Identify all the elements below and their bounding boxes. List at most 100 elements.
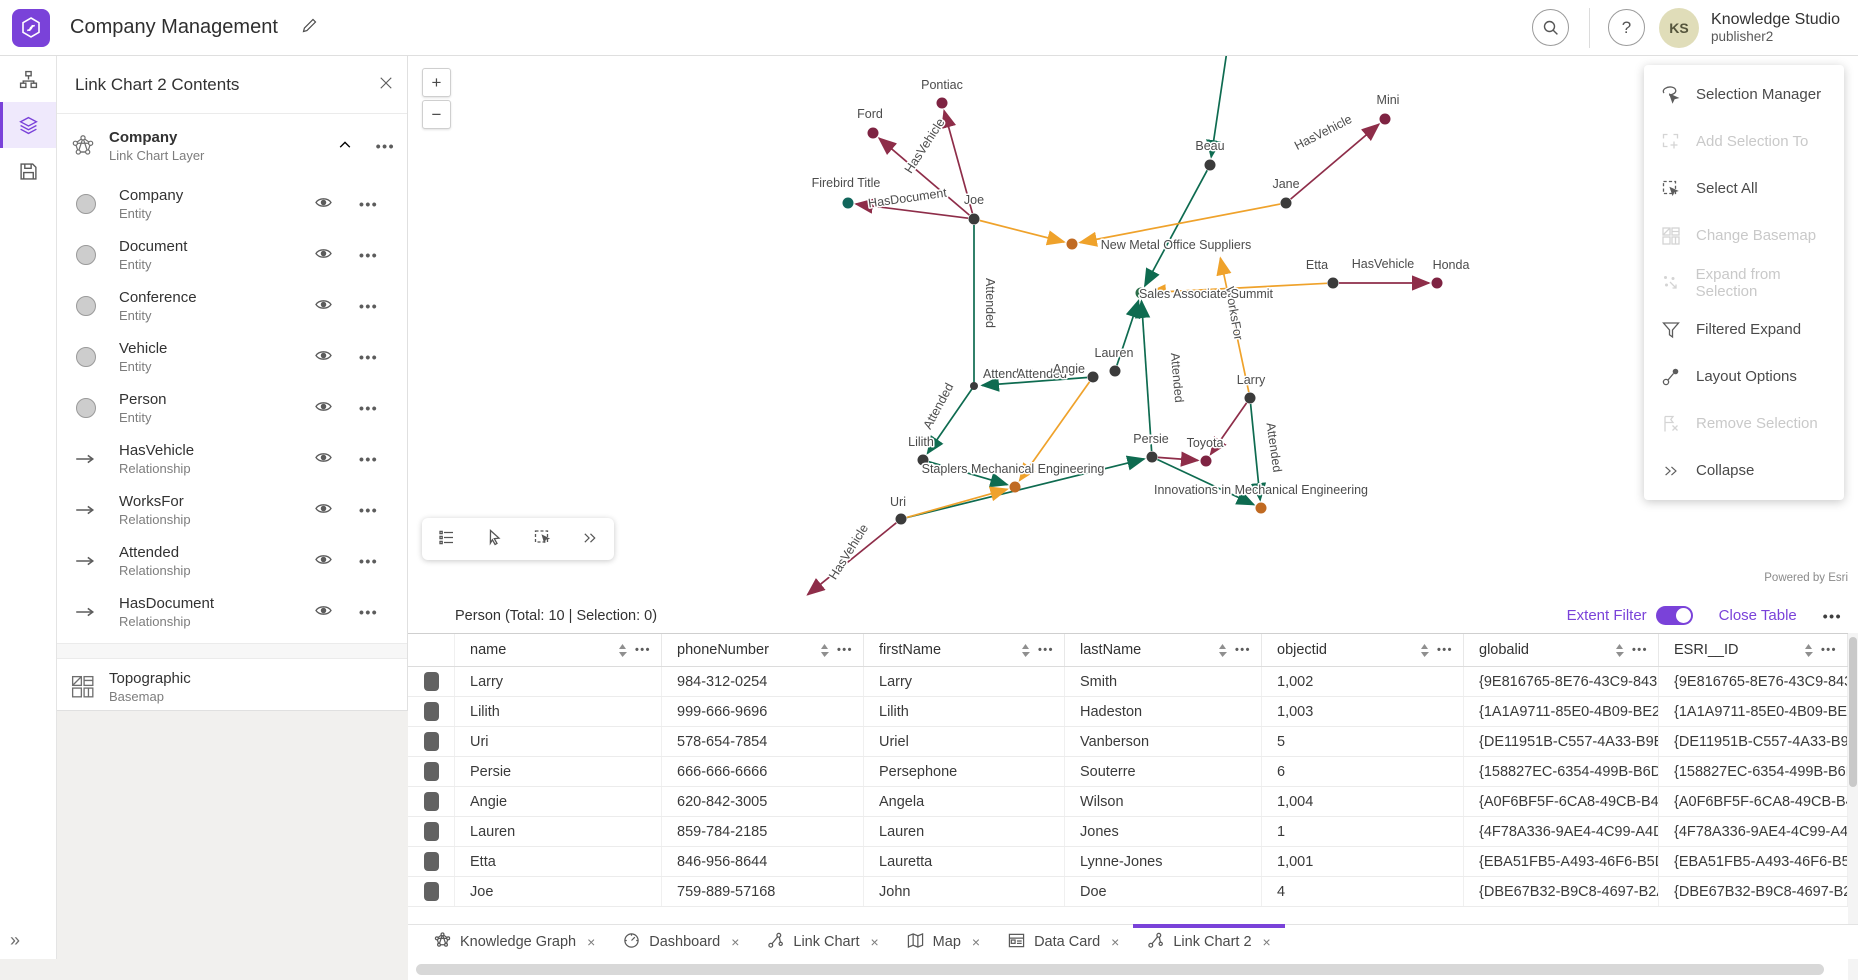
row-checkbox[interactable] (423, 882, 439, 901)
tab-knowledge-graph[interactable]: Knowledge Graph × (420, 925, 609, 960)
node-uri[interactable] (895, 513, 907, 525)
row-checkbox[interactable] (423, 672, 439, 691)
graph-tool-marquee-icon[interactable] (534, 529, 551, 549)
layer-item-worksfor[interactable]: WorksFor Relationship ••• (57, 484, 407, 535)
node-persie[interactable] (1146, 451, 1158, 463)
column-options-icon[interactable]: ••• (1631, 644, 1648, 656)
link-chart-graph[interactable]: HasVehicleHasDocumentHasVehicleHasVehicl… (408, 56, 1858, 598)
column-header-globalid[interactable]: globalid ••• (1464, 634, 1659, 666)
visibility-eye-icon[interactable] (315, 398, 332, 418)
edge-attended[interactable] (906, 455, 1146, 519)
visibility-eye-icon[interactable] (315, 347, 332, 367)
sort-icon[interactable] (1021, 643, 1030, 657)
table-row[interactable]: Angie 620-842-3005 Angela Wilson 1,004 {A0F6B… (408, 787, 1858, 817)
sort-icon[interactable] (820, 643, 829, 657)
table-horizontal-scrollbar[interactable] (416, 964, 1824, 975)
column-header-ESRI__ID[interactable]: ESRI__ID ••• (1659, 634, 1848, 666)
graph-tool-chevrons-right-icon[interactable] (582, 530, 598, 549)
user-info[interactable]: Knowledge Studio publisher2 (1711, 11, 1840, 45)
node-beau[interactable] (1204, 159, 1216, 171)
close-panel-icon[interactable] (379, 76, 393, 93)
column-options-icon[interactable]: ••• (1820, 644, 1837, 656)
basemap-row[interactable]: Topographic Basemap (57, 659, 407, 715)
item-options-icon[interactable]: ••• (359, 450, 379, 467)
help-icon[interactable]: ? (1608, 9, 1646, 46)
edge-hasvehicle[interactable] (877, 137, 970, 216)
table-row[interactable]: Uri 578-654-7854 Uriel Vanberson 5 {DE11951B-… (408, 727, 1858, 757)
edge-hasvehicle[interactable] (1290, 123, 1381, 200)
table-row[interactable]: Joe 759-889-57168 John Doe 4 {DBE67B32-B9C8-4… (408, 877, 1858, 907)
edge-attended[interactable] (1116, 298, 1141, 366)
item-options-icon[interactable]: ••• (359, 552, 379, 569)
node-larry[interactable] (1244, 392, 1256, 404)
edge-hasvehicle[interactable] (806, 522, 897, 596)
edge-hasvehicle[interactable] (941, 109, 974, 214)
edge-worksfor[interactable] (1147, 282, 1328, 300)
edit-title-icon[interactable] (300, 17, 318, 38)
link-chart-layer-row[interactable]: Company Link Chart Layer ••• (57, 114, 407, 178)
table-row[interactable]: Etta 846-956-8644 Lauretta Lynne-Jones 1,001… (408, 847, 1858, 877)
item-options-icon[interactable]: ••• (359, 501, 379, 518)
column-header-firstName[interactable]: firstName ••• (864, 634, 1065, 666)
node-junction[interactable] (970, 382, 978, 390)
node-innovations[interactable] (1255, 502, 1267, 514)
table-vertical-scrollbar[interactable] (1848, 633, 1858, 980)
layer-item-document[interactable]: Document Entity ••• (57, 229, 407, 280)
row-checkbox[interactable] (423, 822, 439, 841)
visibility-eye-icon[interactable] (315, 449, 332, 469)
column-header-name[interactable]: name ••• (455, 634, 662, 666)
layer-item-attended[interactable]: Attended Relationship ••• (57, 535, 407, 586)
zoom-out-button[interactable]: − (422, 100, 451, 129)
layer-item-hasdocument[interactable]: HasDocument Relationship ••• (57, 586, 407, 637)
link-chart-canvas[interactable]: HasVehicle HasDocument HasVehicle HasVehicl… (408, 56, 1858, 598)
tab-dashboard[interactable]: Dashboard × (609, 925, 753, 960)
edge-attended[interactable] (1249, 403, 1267, 502)
column-options-icon[interactable]: ••• (1436, 644, 1453, 656)
edge-attended[interactable] (1157, 458, 1256, 506)
close-tab-icon[interactable]: × (870, 934, 879, 950)
visibility-eye-icon[interactable] (315, 296, 332, 316)
column-options-icon[interactable]: ••• (1234, 644, 1251, 656)
node-pontiac[interactable] (936, 97, 948, 109)
column-options-icon[interactable]: ••• (1037, 644, 1054, 656)
node-mini[interactable] (1379, 113, 1391, 125)
row-checkbox[interactable] (423, 762, 439, 781)
rail-item-hierarchy[interactable] (0, 56, 56, 102)
edge-hasvehicle[interactable] (854, 198, 969, 220)
graph-tool-list-icon[interactable] (438, 529, 455, 549)
close-tab-icon[interactable]: × (587, 934, 596, 950)
menu-item-collapse[interactable]: Collapse (1644, 447, 1844, 494)
node-firebird[interactable] (842, 197, 854, 209)
app-logo-icon[interactable] (12, 8, 50, 47)
item-options-icon[interactable]: ••• (359, 297, 379, 314)
layer-item-vehicle[interactable]: Vehicle Entity ••• (57, 331, 407, 382)
edge-attended[interactable] (1206, 56, 1228, 159)
rail-item-layers[interactable] (0, 102, 56, 148)
edge-hasvehicle[interactable] (1209, 402, 1248, 456)
node-toyota[interactable] (1200, 455, 1212, 467)
edge-worksfor[interactable] (1018, 381, 1091, 482)
visibility-eye-icon[interactable] (315, 602, 332, 622)
menu-item-layout-options[interactable]: Layout Options (1644, 353, 1844, 400)
close-table-button[interactable]: Close Table (1718, 607, 1797, 624)
tab-data-card[interactable]: Data Card × (994, 925, 1133, 960)
node-ford[interactable] (867, 127, 879, 139)
edge-worksfor[interactable] (906, 486, 1009, 519)
table-row[interactable]: Larry 984-312-0254 Larry Smith 1,002 {9E81676… (408, 667, 1858, 697)
column-options-icon[interactable]: ••• (836, 644, 853, 656)
extent-filter-toggle[interactable] (1655, 606, 1693, 625)
menu-item-select-all[interactable]: Select All (1644, 165, 1844, 212)
tab-link-chart-2[interactable]: Link Chart 2 × (1133, 923, 1286, 960)
node-summit[interactable] (1135, 287, 1147, 299)
column-header-phoneNumber[interactable]: phoneNumber ••• (662, 634, 864, 666)
column-header-lastName[interactable]: lastName ••• (1065, 634, 1262, 666)
close-tab-icon[interactable]: × (971, 934, 981, 950)
sort-icon[interactable] (1420, 643, 1429, 657)
node-lilith[interactable] (917, 454, 929, 466)
close-tab-icon[interactable]: × (731, 934, 740, 950)
node-joe[interactable] (968, 213, 980, 225)
sort-icon[interactable] (618, 643, 627, 657)
rail-item-save[interactable] (0, 148, 56, 194)
row-checkbox[interactable] (423, 852, 439, 871)
node-honda[interactable] (1431, 277, 1443, 289)
